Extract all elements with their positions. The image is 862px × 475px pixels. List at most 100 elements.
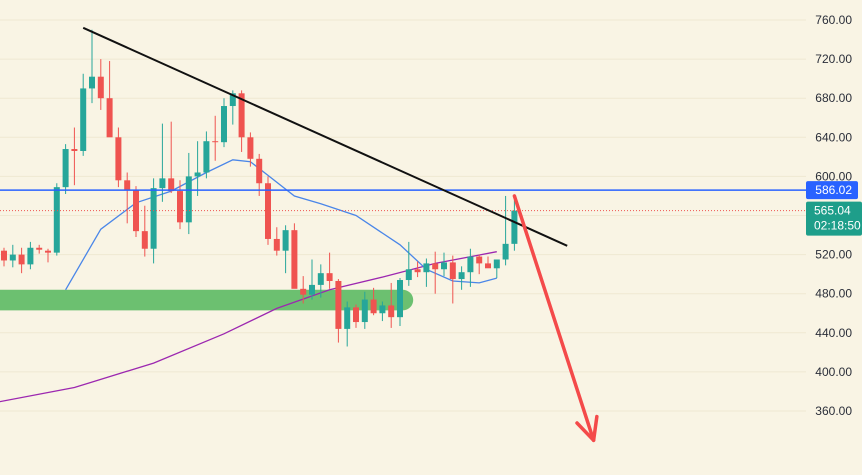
level-tag-background [806,181,858,200]
candle [423,258,430,287]
candle [317,264,324,298]
candle-body [185,176,192,223]
candle [414,261,421,278]
candle-body [177,191,183,223]
candle-body [511,210,518,244]
candle [397,278,403,326]
candle-body [212,141,219,143]
candle [344,301,351,347]
candle-body [353,307,359,323]
price-tick-label: 760.00 [815,13,852,27]
candle-body [168,178,175,192]
projection-arrowhead [575,414,599,443]
candle-body [36,247,43,250]
candle [115,127,122,188]
price-tick-label: 400.00 [815,365,852,379]
projection-arrow [512,194,599,443]
candle-body [238,93,245,138]
candle-body [150,188,157,249]
candle [493,259,500,279]
candle [370,287,377,316]
candle [476,254,483,275]
candle [361,291,368,329]
candle [388,282,395,328]
candle-body [388,305,395,318]
countdown-text: 02:18:50 [814,219,861,233]
candle-body [1,250,7,261]
candle-body [476,256,483,264]
candle-body [159,178,166,189]
candle-body [326,273,333,281]
candle [485,256,491,269]
candle-body [53,187,60,253]
candle [511,199,518,251]
candle-body [317,273,324,285]
candle [89,29,95,104]
price-tick-label: 640.00 [815,130,852,144]
candle-body [203,141,210,173]
support-zone-bar [0,289,414,311]
candle-body [27,247,34,265]
candle-body [485,263,491,269]
candle [133,186,139,238]
candle [273,227,280,256]
price-tick-label: 520.00 [815,248,852,262]
candle-body [405,269,412,281]
candle [502,195,509,266]
candle-body [194,172,201,177]
candles [1,29,518,347]
candle-body [309,284,315,295]
candle [18,247,25,274]
candle-body [291,230,298,289]
candle [449,255,456,304]
candle-body [300,288,307,295]
candle [212,115,219,161]
candle [141,205,148,257]
price-tick-label: 360.00 [815,404,852,418]
last-price-text: 565.04 [814,204,851,218]
candle [326,252,333,289]
candle [247,132,254,167]
price-tick-label: 720.00 [815,52,852,66]
candle [458,266,465,290]
candle-body [124,180,131,191]
candle [106,61,113,138]
candle [80,73,87,156]
candle [467,248,474,287]
candle-body [414,269,421,273]
candle-body [18,254,25,265]
candle [335,279,342,343]
candle [353,304,359,328]
candle [441,252,447,277]
price-tick-label: 440.00 [815,326,852,340]
candle [9,244,16,268]
candle-body [344,307,351,329]
candle-body [397,280,403,318]
candle-body [97,76,104,99]
candle [256,153,263,196]
candle-body [361,299,368,323]
candle [150,178,157,264]
candle [168,121,175,194]
candle [379,301,386,322]
candle [291,223,298,289]
candle-body [432,263,439,270]
horizontal-level-price-tag: 586.02 [806,181,858,200]
candle [45,248,51,263]
candle-body [115,137,122,181]
candle [53,183,60,256]
candle [97,59,104,110]
support-zone [0,289,414,311]
descending-trendline [82,26,568,247]
candle-body [247,137,254,159]
candle [300,276,307,304]
candle [62,144,69,194]
candle-body [62,149,69,188]
candle [405,241,412,286]
candle [309,259,315,300]
level-tag-text: 586.02 [815,183,852,197]
